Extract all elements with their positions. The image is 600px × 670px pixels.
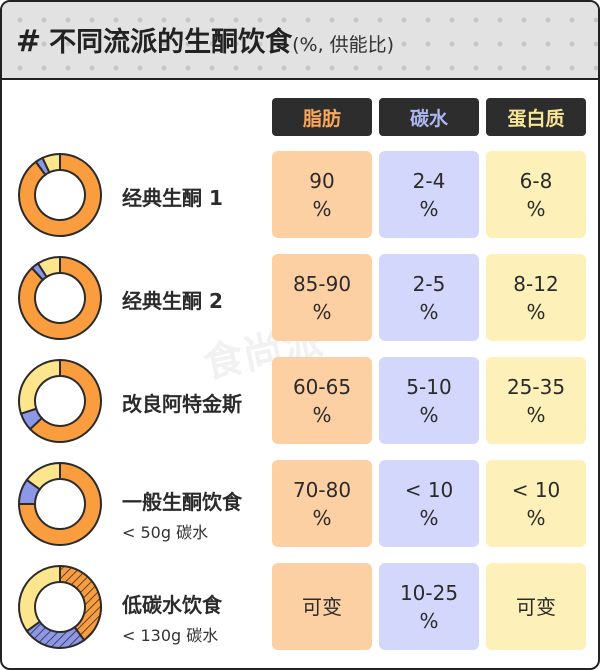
column-header-protein: 蛋白质 xyxy=(486,98,586,136)
value-text: 25-35 xyxy=(506,374,566,399)
value-cell-protein: 8-12% xyxy=(486,254,586,341)
title-subtitle: (%, 供能比) xyxy=(292,34,395,56)
column-header-fat: 脂肪 xyxy=(272,98,372,136)
column-header-carb: 碳水 xyxy=(379,98,479,136)
diet-name: 经典生酮 2 xyxy=(122,289,223,313)
value-text: 6-8 xyxy=(519,168,553,193)
value-cell-carb: 10-25% xyxy=(379,563,479,650)
value-text: % xyxy=(312,299,332,324)
row-label: 经典生酮 2 xyxy=(122,285,223,314)
value-text: % xyxy=(419,299,439,324)
donut-slice-protein xyxy=(25,461,61,491)
value-text: < 10 xyxy=(511,477,561,502)
value-cell-carb: 2-5% xyxy=(379,254,479,341)
value-text: % xyxy=(419,196,439,221)
row-label: 低碳水饮食 < 130g 碳水 xyxy=(122,589,222,646)
donut-slice-fat xyxy=(59,564,102,642)
donut-slice-protein xyxy=(36,255,61,279)
value-text: % xyxy=(419,402,439,427)
value-cell-carb: 2-4% xyxy=(379,151,479,238)
donut-slice-fat xyxy=(28,358,102,443)
value-text: < 10 xyxy=(404,477,454,502)
value-cell-fat: 60-65% xyxy=(272,357,372,444)
value-cell-carb: < 10% xyxy=(379,460,479,547)
value-text: % xyxy=(312,505,332,530)
value-text: 60-65 xyxy=(292,374,352,399)
value-text: % xyxy=(419,608,439,633)
donut-slice-protein xyxy=(18,358,61,415)
donut-slice-fat xyxy=(17,461,102,546)
value-text: 可变 xyxy=(516,594,556,619)
value-cell-carb: 5-10% xyxy=(379,357,479,444)
value-text: 10-25 xyxy=(399,580,459,605)
row-label: 改良阿特金斯 xyxy=(122,388,242,417)
value-cell-fat: 90% xyxy=(272,151,372,238)
value-text: % xyxy=(312,196,332,221)
diet-name: 经典生酮 1 xyxy=(122,186,223,210)
value-text: % xyxy=(526,196,546,221)
donut-slice-fat xyxy=(18,152,102,237)
title-bar: # 不同流派的生酮饮食(%, 供能比) xyxy=(2,2,598,80)
value-cell-protein: 可变 xyxy=(486,563,586,650)
diet-name: 一般生酮饮食 xyxy=(122,490,242,514)
value-text: 85-90 xyxy=(292,271,352,296)
value-cell-protein: 6-8% xyxy=(486,151,586,238)
value-text: 2-5 xyxy=(412,271,446,296)
value-text: 可变 xyxy=(302,594,342,619)
value-cell-fat: 可变 xyxy=(272,563,372,650)
value-cell-protein: < 10% xyxy=(486,460,586,547)
diet-name: 低碳水饮食 xyxy=(122,593,222,617)
row-label: 经典生酮 1 xyxy=(122,182,223,211)
row-label: 一般生酮饮食 < 50g 碳水 xyxy=(122,486,242,543)
value-text: 2-4 xyxy=(412,168,446,193)
donut-chart xyxy=(18,564,102,649)
value-text: % xyxy=(312,402,332,427)
value-text: 70-80 xyxy=(292,477,352,502)
donut-chart xyxy=(18,152,102,237)
value-text: 5-10 xyxy=(406,374,452,399)
donut-slice-protein xyxy=(18,564,61,633)
chart-title: # 不同流派的生酮饮食(%, 供能比) xyxy=(16,20,394,59)
value-text: % xyxy=(526,299,546,324)
value-text: % xyxy=(526,505,546,530)
donut-chart xyxy=(17,461,102,546)
diet-note: < 130g 碳水 xyxy=(122,626,219,645)
donut-slice-protein xyxy=(41,152,61,174)
value-text: % xyxy=(526,402,546,427)
value-text: 8-12 xyxy=(513,271,559,296)
diet-note: < 50g 碳水 xyxy=(122,523,209,542)
value-text: 90 xyxy=(309,168,335,193)
donut-chart xyxy=(18,358,102,443)
value-cell-protein: 25-35% xyxy=(486,357,586,444)
hash-icon: # xyxy=(16,24,42,59)
value-cell-fat: 70-80% xyxy=(272,460,372,547)
value-cell-fat: 85-90% xyxy=(272,254,372,341)
title-main: 不同流派的生酮饮食 xyxy=(49,27,293,58)
donut-chart xyxy=(18,255,102,340)
value-text: % xyxy=(419,505,439,530)
diet-name: 改良阿特金斯 xyxy=(122,392,242,416)
